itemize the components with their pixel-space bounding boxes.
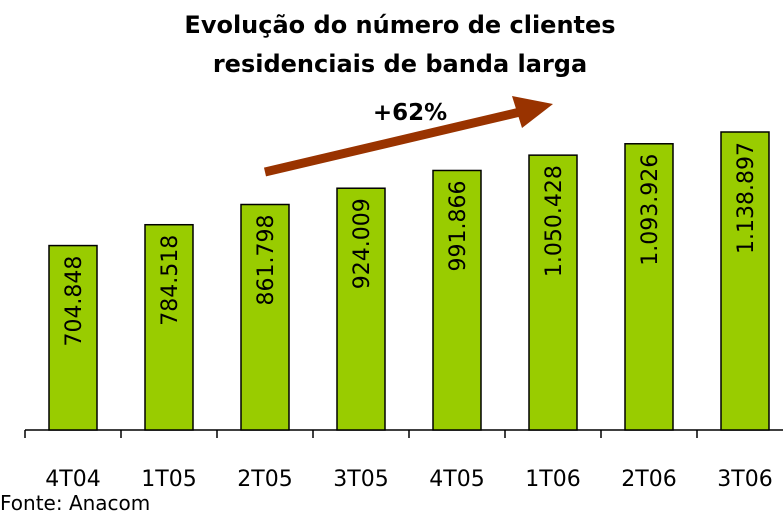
x-tick-label: 1T06 xyxy=(525,467,580,492)
bar xyxy=(144,223,194,431)
x-tick-label: 4T05 xyxy=(429,467,484,492)
value-label: 784.518 xyxy=(158,235,183,326)
x-tick-label: 4T04 xyxy=(45,467,100,492)
chart-title: Evolução do número de clientes xyxy=(184,11,615,39)
x-tick-label: 3T06 xyxy=(717,467,772,492)
arrow-head xyxy=(512,96,553,128)
bar xyxy=(624,143,674,431)
value-label: 924.009 xyxy=(350,198,375,289)
value-label: 1.093.926 xyxy=(638,154,663,266)
value-label: 1.138.897 xyxy=(734,142,759,254)
value-label: 704.848 xyxy=(62,256,87,347)
value-label: 861.798 xyxy=(254,215,279,306)
x-tick-label: 3T05 xyxy=(333,467,388,492)
value-label: 1.050.428 xyxy=(542,165,567,277)
bar xyxy=(48,244,98,431)
value-label: 991.866 xyxy=(446,180,471,271)
bar xyxy=(432,169,482,431)
chart-title: residenciais de banda larga xyxy=(213,50,587,78)
annotation: +62% xyxy=(373,100,447,126)
bar xyxy=(240,203,290,431)
x-tick-label: 2T06 xyxy=(621,467,676,492)
bar xyxy=(528,154,578,431)
x-tick-label: 2T05 xyxy=(237,467,292,492)
growth-arrow xyxy=(263,107,522,177)
x-tick-label: 1T05 xyxy=(141,467,196,492)
source: Fonte: Anacom xyxy=(0,491,150,515)
bar xyxy=(720,131,770,431)
bar xyxy=(336,187,386,431)
